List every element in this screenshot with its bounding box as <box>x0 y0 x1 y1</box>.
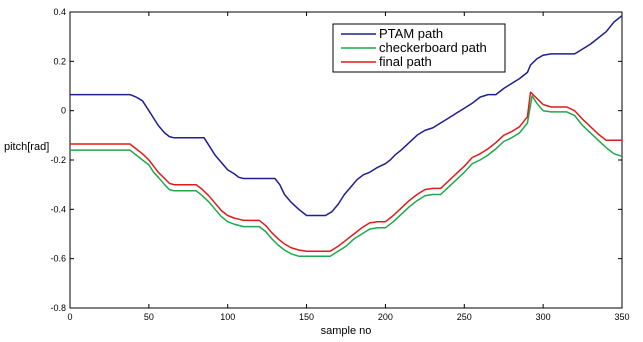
final-path-line <box>70 91 622 253</box>
series-lines <box>70 15 623 257</box>
x-tick-label: 250 <box>457 312 472 322</box>
y-tick-label: 0.4 <box>53 7 66 17</box>
y-tick-label: -0.6 <box>50 254 66 264</box>
x-tick-label: 0 <box>67 312 72 322</box>
y-tick-label: 0 <box>61 106 66 116</box>
y-axis-label: pitch[rad] <box>4 141 49 153</box>
x-tick-label: 50 <box>144 312 154 322</box>
legend-label-checkerboard: checkerboard path <box>379 40 487 55</box>
x-tick-label: 100 <box>220 312 235 322</box>
x-tick-label: 300 <box>536 312 551 322</box>
legend-label-final: final path <box>379 54 432 69</box>
y-tick-label: 0.2 <box>53 56 66 66</box>
y-tick-label: -0.8 <box>50 303 66 313</box>
x-tick-label: 350 <box>614 312 629 322</box>
x-tick-label: 200 <box>378 312 393 322</box>
x-tick-label: 150 <box>299 312 314 322</box>
y-tick-label: -0.2 <box>50 155 66 165</box>
y-tick-label: -0.4 <box>50 204 66 214</box>
x-axis-label: sample no <box>321 325 372 337</box>
ptam-path-line <box>70 15 623 217</box>
legend: PTAM path checkerboard path final path <box>332 23 506 73</box>
axis-ticks: 0 50 100 150 200 250 300 350 -0.8 -0.6 -0.4 -0.2 0 0.… <box>50 7 629 322</box>
checkerboard-path-line <box>70 95 623 257</box>
legend-label-ptam: PTAM path <box>379 26 443 41</box>
